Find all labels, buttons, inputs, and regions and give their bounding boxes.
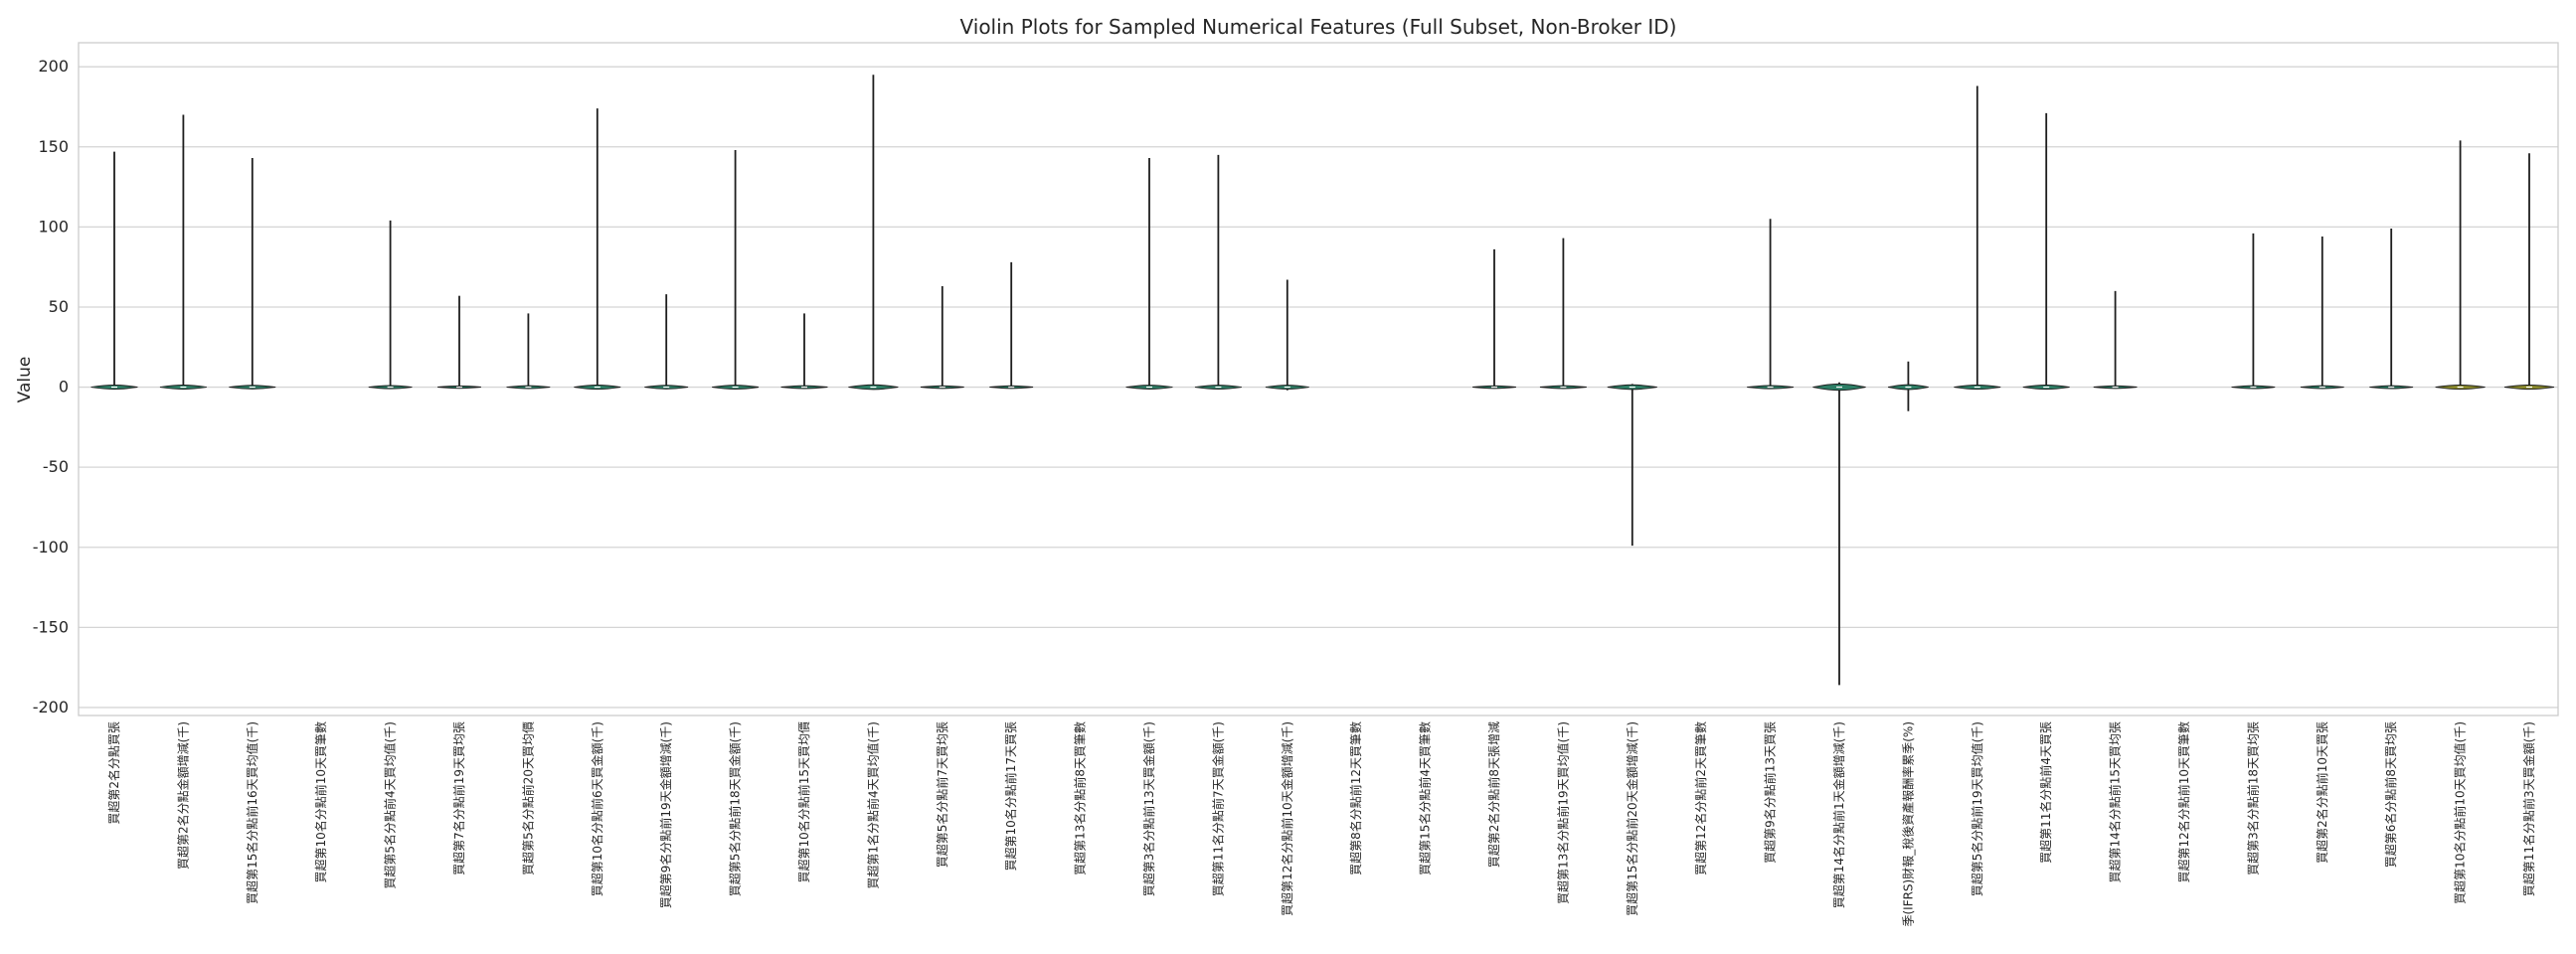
violin — [2093, 290, 2138, 390]
x-tick-label: 買超第10名分點前15天買均價 — [796, 721, 811, 883]
violin — [712, 149, 760, 390]
violin — [159, 114, 207, 391]
y-tick-label: 50 — [49, 297, 69, 316]
x-tick-label: 買超第12名分點前10天買筆數 — [2176, 721, 2191, 883]
x-tick-label: 買超第13名分點前8天買筆數 — [1073, 721, 1088, 875]
x-tick-label: 買超第5名分點前7天買均張 — [935, 721, 949, 868]
x-tick-label: 買超第5名分點前19天買均值(千) — [1970, 721, 1984, 896]
violin — [1954, 85, 2001, 391]
y-tick-label: -100 — [33, 538, 69, 556]
x-tick-label: 買超第9名分點前13天買張 — [1763, 721, 1778, 864]
chart-title: Violin Plots for Sampled Numerical Featu… — [960, 15, 1677, 39]
violin — [2231, 233, 2276, 390]
x-tick-label: 買超第3名分點前13天買金額(千) — [1141, 721, 1156, 896]
x-tick-label: 買超第10名分點前6天買金額(千) — [590, 721, 604, 896]
x-tick-label: 買超第15名分點前4天買筆數 — [1418, 721, 1433, 875]
violin — [2369, 228, 2414, 390]
violin — [1194, 154, 1242, 390]
x-tick-label: 季(IFRS)財報_稅後資產報酬率累季(%) — [1900, 721, 1915, 927]
y-tick-label: -150 — [33, 617, 69, 636]
x-tick-label: 買超第5名分點前18天買金額(千) — [728, 721, 743, 896]
x-tick-label: 買超第5名分點前20天買均價 — [520, 721, 535, 875]
x-tick-label: 買超第15名分點前20天金額增減(千) — [1625, 721, 1639, 916]
violin — [368, 220, 413, 390]
x-tick-label: 買超第11名分點前4天買張 — [2038, 721, 2053, 864]
x-tick-label: 買超第6名分點前8天買均張 — [2383, 721, 2398, 868]
violin — [2022, 112, 2070, 391]
plot-frame — [78, 42, 2559, 716]
violin — [2503, 153, 2555, 391]
violin — [848, 75, 899, 391]
violin — [1607, 384, 1657, 547]
y-tick-label: 100 — [38, 217, 69, 236]
x-tick-label: 買超第7名分點前19天買均張 — [451, 721, 466, 875]
violin — [437, 295, 481, 390]
violin — [574, 108, 621, 391]
y-tick-label: -200 — [33, 698, 69, 716]
violin — [1812, 382, 1866, 686]
violin — [506, 313, 551, 390]
x-tick-label: 買超第14名分點前15天買均張 — [2108, 721, 2123, 883]
x-tick-label: 買超第11名分點前7天買金額(千) — [1210, 721, 1225, 896]
x-tick-label: 買超第8名分點前12天買筆數 — [1348, 721, 1363, 875]
grid-layer — [79, 66, 2558, 709]
violin — [644, 294, 689, 390]
x-tick-label: 買超第12名分點前10天金額增減(千) — [1280, 721, 1294, 916]
x-tick-label: 買超第14名分點前1天金額增減(千) — [1831, 721, 1846, 908]
x-tick-label: 買超第12名分點前2天買筆數 — [1693, 721, 1708, 875]
x-tick-label: 買超第2名分點前8天張增減 — [1486, 721, 1501, 868]
x-tick-label: 買超第1名分點前4天買均值(千) — [865, 721, 880, 889]
violin — [1539, 238, 1587, 390]
violin — [1265, 279, 1309, 391]
violin — [229, 158, 276, 390]
y-axis-label: Value — [15, 357, 35, 403]
violin — [1747, 219, 1795, 390]
violin — [90, 151, 138, 391]
y-tick-label: -50 — [43, 457, 69, 476]
x-tick-label: 買超第15名分點前16天買均值(千) — [245, 721, 259, 904]
violin — [2435, 140, 2486, 391]
x-axis-ticks: 買超第2名分點買張 買超第2名分點金額增減(千) 買超第15名分點前16天買均值(千… — [106, 721, 2536, 927]
x-tick-label: 買超第10名分點前17天買張 — [1003, 721, 1018, 872]
violin — [1472, 248, 1516, 390]
x-tick-label: 買超第10名分點前10天買筆數 — [313, 721, 328, 883]
y-tick-label: 150 — [38, 137, 69, 156]
violin-layer — [90, 75, 2555, 686]
x-tick-label: 買超第3名分點前18天買均張 — [2245, 721, 2260, 875]
x-tick-label: 買超第5名分點前4天買均值(千) — [383, 721, 398, 889]
x-tick-label: 買超第2名分點金額增減(千) — [175, 721, 190, 870]
x-tick-label: 買超第9名分點前19天金額增減(千) — [658, 721, 673, 908]
x-tick-label: 買超第10名分點前10天買均值(千) — [2453, 721, 2468, 904]
violin — [1125, 158, 1173, 390]
x-tick-label: 買超第2名分點買張 — [106, 721, 121, 825]
y-tick-label: 0 — [59, 378, 69, 397]
y-axis-ticks: 200 150 100 50 0 -50 -100 -150 -200 — [33, 57, 69, 716]
violin — [2300, 237, 2344, 390]
violin — [780, 313, 828, 390]
violin — [1888, 361, 1929, 411]
x-tick-label: 買超第13名分點前19天買均值(千) — [1555, 721, 1570, 904]
violin — [920, 286, 964, 390]
violin — [989, 261, 1034, 390]
x-tick-label: 買超第2名分點前10天買張 — [2315, 721, 2329, 864]
y-tick-label: 200 — [38, 57, 69, 76]
x-tick-label: 買超第11名分點前3天買金額(千) — [2521, 721, 2536, 896]
